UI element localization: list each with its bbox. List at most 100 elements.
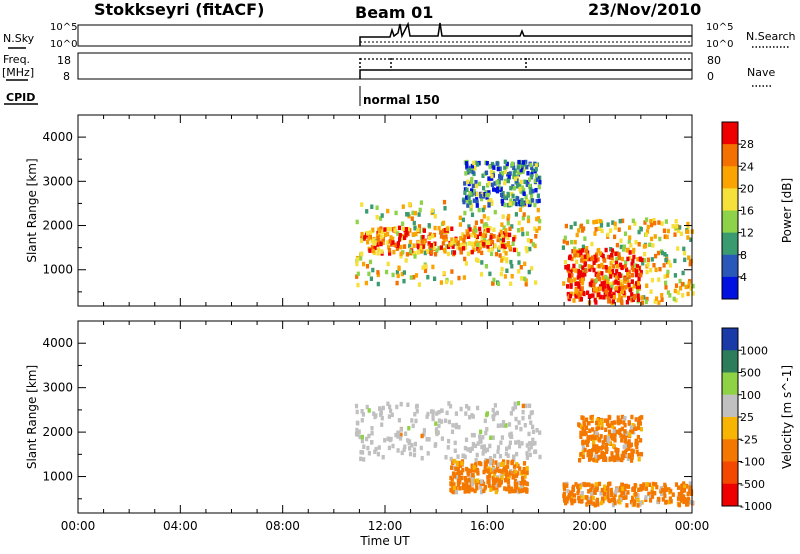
velocity-cell [623,449,627,455]
power-cell [442,228,446,234]
power-cell [518,182,522,187]
velocity-cell [624,483,628,489]
power-cell [528,199,532,205]
velocity-cell [380,415,384,421]
power-cell [468,191,472,196]
power-cell [691,283,695,289]
velocity-cell [621,450,625,456]
velocity-cell [528,452,532,458]
velocity-cell [507,445,511,450]
power-cell [536,216,541,221]
velocity-cell [516,471,520,476]
velocity-cell [376,451,380,457]
power-cell [637,229,641,235]
power-cell [596,248,600,254]
velocity-cell [622,484,626,489]
power-cell [515,201,519,207]
colorbar-tick-label: 100 [740,389,761,402]
velocity-cell [566,496,570,501]
velocity-cell [451,423,455,428]
power-cell [395,270,399,275]
power-cell [622,244,626,249]
power-cell [505,164,509,169]
power-cell [527,202,531,208]
velocity-cell [623,429,627,434]
velocity-cell [630,455,634,460]
power-cell [583,254,587,259]
velocity-cell [586,496,591,502]
power-cell [625,267,629,272]
power-cell [386,240,390,245]
velocity-cell [688,481,692,486]
power-cell [509,281,513,286]
power-cell [391,236,395,241]
power-cell [461,232,465,237]
power-cell [582,226,586,231]
power-cell [625,248,629,253]
power-cell [676,246,680,251]
velocity-cell [365,436,369,442]
velocity-cell [520,488,524,493]
power-cell [430,208,435,213]
velocity-cell [412,452,417,458]
velocity-cell [596,502,600,507]
velocity-cell [476,405,480,411]
power-cell [401,204,405,209]
velocity-cell [474,458,478,463]
velocity-cell [360,409,364,414]
power-cell [403,235,407,240]
y-tick-label: 3000 [42,174,73,188]
power-cell [475,234,479,239]
velocity-cell [466,484,470,490]
power-cell [518,186,522,192]
power-cell [609,261,613,266]
power-cell [423,268,428,274]
velocity-cell [607,414,611,420]
velocity-cell [523,474,527,479]
velocity-cell [636,503,640,508]
power-cell [456,245,460,250]
power-cell [510,274,514,279]
power-cell [684,284,688,290]
velocity-cell [530,410,534,415]
velocity-cell [606,495,610,500]
power-cell [634,272,638,278]
power-cell [634,269,639,274]
velocity-cell [586,452,590,458]
power-cell [598,226,602,231]
power-cell [433,225,437,231]
power-cell [472,160,476,166]
power-cell [663,234,667,239]
power-cell [416,250,420,255]
power-cell [512,186,516,191]
power-cell [538,175,542,181]
colorbar-swatch [722,122,738,145]
velocity-cell [600,422,604,427]
velocity-cell [388,437,392,443]
power-cell [534,280,538,285]
power-cell [574,293,578,299]
power-cell [592,219,596,225]
power-cell [654,267,658,273]
velocity-cell [460,475,464,481]
power-cell [371,227,375,233]
power-cell [490,182,494,188]
velocity-cell [379,412,383,417]
velocity-cell [387,414,391,419]
velocity-cell [647,491,651,497]
power-cell [686,235,690,240]
velocity-cell [579,493,583,499]
velocity-cell [593,490,597,495]
velocity-cell [483,448,487,454]
velocity-cell [477,479,482,485]
power-cell [495,161,499,166]
y-tick-label: 1000 [42,263,73,277]
power-cell [573,277,577,282]
velocity-cell [454,475,459,480]
power-cell [419,200,423,205]
velocity-region [354,401,542,463]
power-cell [386,261,390,267]
power-cell [474,183,479,189]
colorbar-swatch [722,439,738,462]
